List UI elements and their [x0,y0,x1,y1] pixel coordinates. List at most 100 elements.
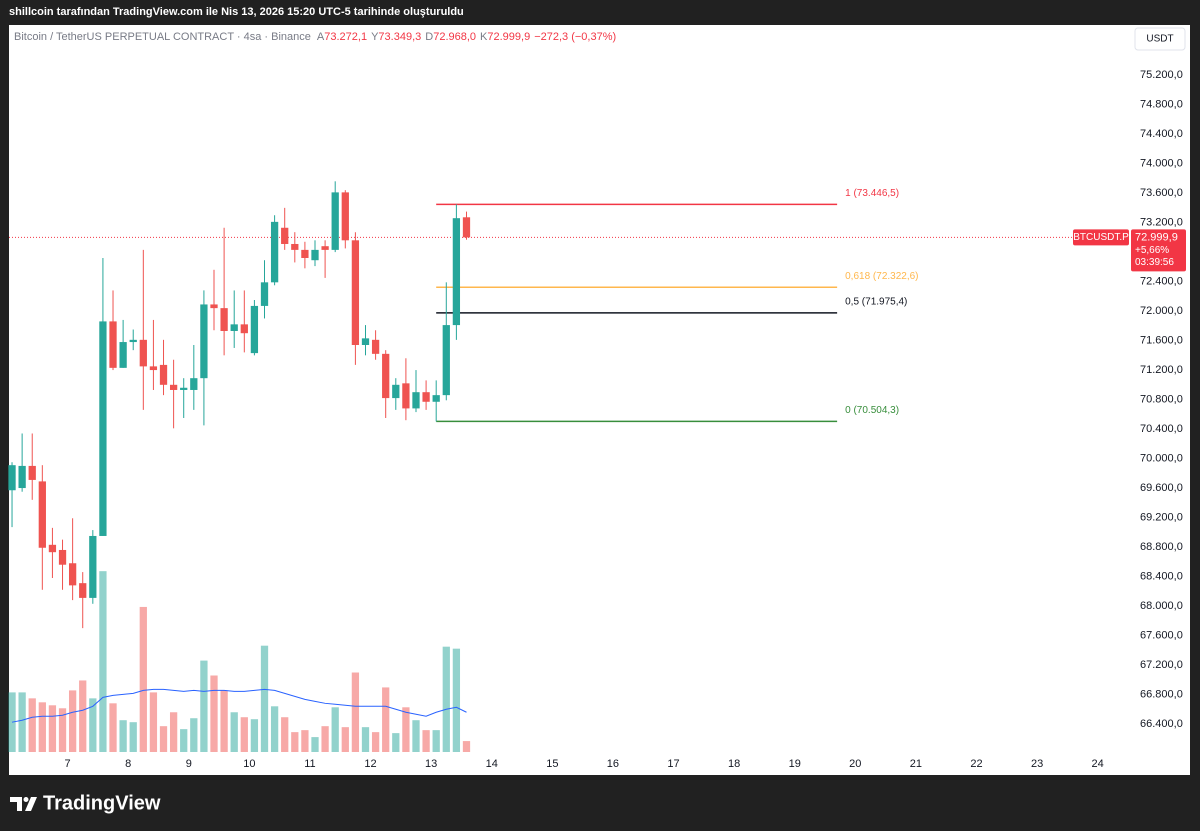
candle-body [28,465,36,480]
y-tick-label: 67.200,0 [1140,659,1183,671]
currency-button[interactable] [1134,27,1186,51]
x-tick-label: 19 [789,758,801,770]
volume-bar [38,702,46,752]
y-tick-label: 74.400,0 [1140,128,1183,140]
volume-bar [79,680,87,752]
volume-bar [351,672,360,752]
x-tick-label: 9 [186,758,192,770]
candle-body [260,282,269,306]
y-tick-label: 68.400,0 [1140,570,1183,582]
x-tick-label: 8 [125,758,131,770]
volume-bar [452,648,461,752]
volume-bar [119,720,127,752]
volume-bar [109,703,117,752]
legend-value: 73.349,3 [378,31,421,43]
candle-body [462,217,471,238]
x-tick-label: 14 [486,758,498,770]
candle-body [68,563,77,586]
volume-bar [341,727,349,752]
y-tick-label: 66.400,0 [1140,718,1183,730]
x-tick-label: 10 [243,758,255,770]
volume-bar [371,732,380,752]
volume-bar [442,646,450,752]
legend-change: −272,3 (−0,37%) [534,31,616,43]
x-tick-label: 16 [607,758,619,770]
symbol-tag-box [1073,229,1129,246]
legend-key: D [425,31,433,43]
candle-body [402,383,410,409]
candle-body [119,342,127,368]
volume-bar [432,730,440,752]
x-tick-label: 21 [910,758,922,770]
symbol-tag: BTCUSDT.P [1073,232,1129,243]
volume-bar [48,705,57,752]
candle-body [230,324,238,331]
volume-bar [291,732,299,752]
volume-bar [311,737,319,752]
legend-key: A [317,31,325,43]
y-tick-label: 71.600,0 [1140,334,1183,346]
volume-bar [250,719,259,752]
y-tick-label: 72.000,0 [1140,305,1183,317]
candle-body [210,304,218,309]
volume-bar [210,675,218,752]
y-tick-label: 73.200,0 [1140,217,1183,229]
volume-bar [180,729,188,752]
candle-body [301,249,309,258]
price-tag-box [1131,229,1186,272]
candle-body [412,392,420,409]
y-tick-label: 68.000,0 [1140,600,1183,612]
legend-value: 73.272,1 [324,31,367,43]
volume-bar [149,692,158,752]
candle-body [240,324,248,334]
legend-value: 72.968,0 [433,31,476,43]
x-tick-label: 20 [849,758,861,770]
chart-area [9,25,1190,775]
volume-bar [159,726,168,752]
price-tag-change: +5,66% [1135,245,1169,256]
x-tick-label: 18 [728,758,740,770]
logo [10,797,37,811]
logo-dot [23,797,29,802]
volume-bar [331,707,339,752]
candle-body [169,384,178,390]
candle-body [291,243,299,250]
volume-bar [412,720,420,752]
candle-body [432,395,440,402]
volume-bar [220,690,228,752]
y-tick-label: 70.400,0 [1140,423,1183,435]
volume-bar [260,645,269,752]
candle-body [341,192,349,241]
volume-bar [200,660,208,752]
legend-key: Y [371,31,379,43]
volume-bar [422,730,430,752]
x-tick-label: 12 [364,758,376,770]
candle-body [270,221,279,283]
y-tick-label: 69.200,0 [1140,511,1183,523]
candle-body [250,305,259,354]
volume-bar [18,692,26,752]
volume-bar [240,717,248,752]
candle-body [361,338,370,345]
candle-body [99,321,107,536]
volume-bar [270,706,279,752]
volume-bar [190,718,198,752]
volume-bar [402,707,410,752]
candle-body [8,465,16,491]
x-tick-label: 7 [65,758,71,770]
candle-body [159,364,168,385]
candle-body [311,249,319,261]
currency-label[interactable]: USDT [1146,34,1173,45]
candle-body [422,392,430,402]
caption: shillcoin tarafından TradingView.com ile… [9,6,464,18]
legend-value: 72.999,9 [487,31,530,43]
volume-ma [11,688,467,723]
candle-body [149,366,158,371]
x-tick-label: 17 [667,758,679,770]
candle-body [220,308,228,331]
x-tick-label: 22 [970,758,982,770]
volume-bar [301,730,309,752]
candle-body [38,481,46,548]
volume-bar [28,698,36,752]
x-tick-label: 15 [546,758,558,770]
